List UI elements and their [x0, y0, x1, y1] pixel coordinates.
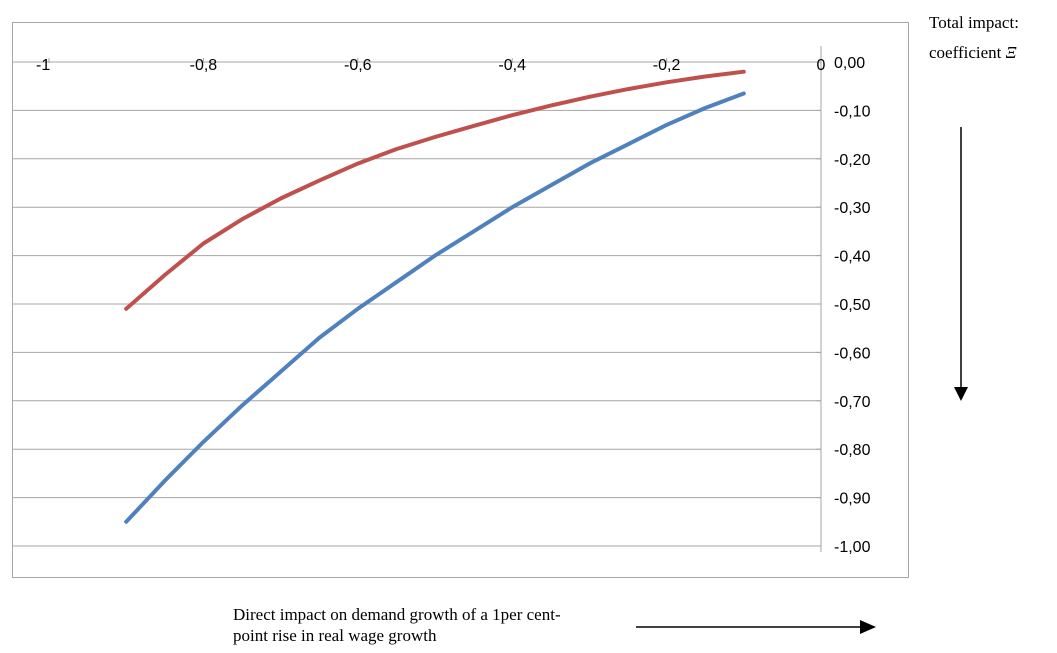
y-axis-title-line1: Total impact:: [929, 13, 1019, 32]
y-tick-label-5: -0,50: [834, 297, 871, 314]
y-tick-label-3: -0,30: [834, 200, 871, 217]
y-tick-label-10: -1,00: [834, 539, 871, 556]
series-1-point-13: [626, 142, 630, 146]
series-1-point-15: [703, 106, 707, 110]
x-tick-label-0: -1: [36, 57, 50, 74]
series-1-point-11: [549, 183, 553, 188]
x-tick-label-4: -0,2: [653, 57, 681, 74]
series-0-point-4: [279, 196, 283, 201]
y-tick-label-4: -0,40: [834, 249, 871, 266]
series-0-point-14: [665, 80, 669, 84]
series-0-point-6: [356, 162, 360, 166]
y-tick-label-8: -0,80: [834, 442, 871, 459]
line-chart: -1 -0,8 -0,6 -0,4 -0,2 0 0,00-0,10-0,20-0,30-0…: [13, 46, 871, 556]
y-tick-label-2: -0,20: [834, 152, 871, 169]
series-1-point-0: [124, 520, 128, 524]
series-1-point-5: [317, 336, 321, 340]
series-1-point-7: [394, 280, 398, 284]
y-tick-label-1: -0,10: [834, 103, 871, 120]
series-0-point-9: [472, 124, 476, 128]
series-1-point-14: [665, 123, 669, 127]
x-axis-title: Direct impact on demand growth of a 1per…: [233, 605, 561, 645]
y-axis-title-line2: coefficient Ξ: [929, 43, 1017, 63]
series-1-point-2: [201, 440, 205, 444]
down-arrow-icon: [954, 127, 968, 401]
series-1-point-8: [433, 254, 437, 258]
x-tick-label-3: -0,4: [498, 57, 526, 74]
series-1-point-9: [472, 229, 476, 233]
chart-frame: -1 -0,8 -0,6 -0,4 -0,2 0 0,00 -0,10 -0,20 -0,30 -0…: [12, 22, 909, 578]
series-1-point-12: [587, 162, 592, 166]
series-0-point-10: [510, 113, 514, 117]
x-tick-label-1: -0,8: [190, 57, 218, 74]
series-0-point-1: [163, 273, 167, 277]
y-axis-title-text: coefficient: [929, 43, 1006, 62]
y-tick-label-0: 0,00: [834, 55, 865, 72]
series-0-point-7: [394, 147, 398, 151]
y-tick-label-6: -0,60: [834, 345, 871, 362]
series-0-point-0: [124, 307, 128, 311]
series-0-point-2: [201, 241, 205, 246]
x-tick-label-5: 0: [817, 57, 826, 74]
y-tick-label-9: -0,90: [834, 491, 871, 508]
series-1-point-3: [240, 404, 244, 408]
right-arrow-icon: [636, 620, 876, 634]
series-0-point-15: [703, 74, 707, 79]
series-1-point-6: [356, 307, 360, 311]
series-1-line: [124, 91, 746, 524]
series-1-point-1: [163, 479, 167, 483]
series-0-point-13: [626, 87, 630, 91]
series-0-point-11: [549, 103, 553, 108]
series-0-point-12: [587, 95, 592, 99]
series-1-point-10: [510, 205, 514, 209]
series-1-point-4: [279, 370, 283, 374]
series-0-point-16: [742, 70, 746, 74]
y-tick-label-7: -0,70: [834, 394, 871, 411]
series-1-point-16: [742, 91, 746, 96]
y-axis-title-symbol: Ξ: [1005, 43, 1017, 62]
x-tick-label-2: -0,6: [344, 57, 372, 74]
series-0-point-5: [317, 178, 321, 183]
series-0-point-8: [433, 135, 437, 139]
series-0-point-3: [240, 217, 244, 221]
series-0-line: [124, 69, 746, 311]
